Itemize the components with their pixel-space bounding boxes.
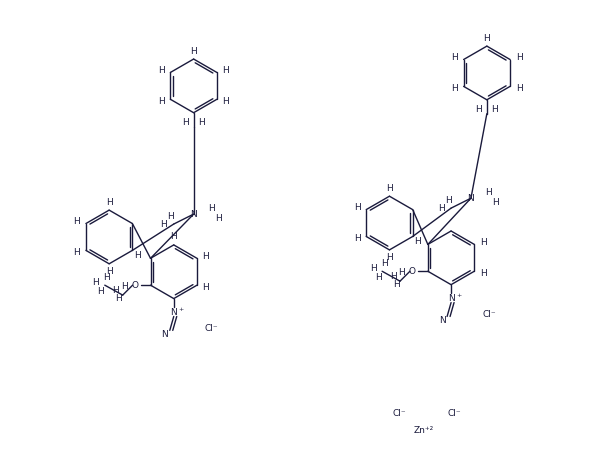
Text: H: H bbox=[203, 283, 209, 292]
Text: +: + bbox=[456, 293, 461, 298]
Text: H: H bbox=[113, 286, 119, 295]
Text: H: H bbox=[116, 294, 122, 302]
Text: H: H bbox=[203, 252, 209, 261]
Text: H: H bbox=[486, 188, 492, 197]
Text: H: H bbox=[222, 66, 229, 75]
Text: H: H bbox=[437, 204, 445, 213]
Text: H: H bbox=[105, 198, 113, 207]
Text: H: H bbox=[516, 53, 523, 62]
Text: H: H bbox=[134, 251, 141, 260]
Text: H: H bbox=[103, 273, 110, 282]
Text: H: H bbox=[480, 238, 487, 247]
Text: O: O bbox=[131, 281, 138, 290]
Text: H: H bbox=[215, 213, 222, 223]
Text: H: H bbox=[222, 97, 229, 106]
Text: N: N bbox=[439, 316, 445, 325]
Text: N: N bbox=[170, 308, 177, 317]
Text: +: + bbox=[179, 307, 184, 312]
Text: H: H bbox=[73, 217, 80, 226]
Text: H: H bbox=[122, 282, 128, 291]
Text: Zn⁺²: Zn⁺² bbox=[414, 426, 434, 435]
Text: H: H bbox=[492, 105, 498, 114]
Text: H: H bbox=[370, 264, 377, 273]
Text: H: H bbox=[516, 84, 523, 93]
Text: O: O bbox=[408, 267, 415, 276]
Text: H: H bbox=[451, 53, 458, 62]
Text: H: H bbox=[445, 195, 451, 205]
Text: N: N bbox=[468, 194, 474, 203]
Text: H: H bbox=[97, 287, 104, 296]
Text: H: H bbox=[208, 204, 215, 213]
Text: H: H bbox=[198, 118, 205, 127]
Text: H: H bbox=[354, 203, 361, 212]
Text: H: H bbox=[476, 105, 482, 114]
Text: H: H bbox=[354, 234, 361, 243]
Text: H: H bbox=[158, 66, 165, 75]
Text: H: H bbox=[480, 269, 487, 278]
Text: Cl⁻: Cl⁻ bbox=[393, 409, 406, 419]
Text: H: H bbox=[451, 84, 458, 93]
Text: H: H bbox=[158, 97, 165, 106]
Text: H: H bbox=[483, 34, 491, 43]
Text: H: H bbox=[190, 47, 197, 56]
Text: H: H bbox=[170, 232, 177, 242]
Text: N: N bbox=[162, 330, 168, 339]
Text: H: H bbox=[492, 198, 499, 207]
Text: H: H bbox=[182, 118, 189, 127]
Text: H: H bbox=[399, 268, 405, 277]
Text: N: N bbox=[190, 210, 197, 219]
Text: Cl⁻: Cl⁻ bbox=[482, 310, 496, 319]
Text: H: H bbox=[105, 267, 113, 276]
Text: H: H bbox=[390, 272, 396, 281]
Text: H: H bbox=[92, 278, 99, 287]
Text: H: H bbox=[386, 254, 393, 262]
Text: H: H bbox=[414, 237, 421, 246]
Text: H: H bbox=[167, 212, 174, 220]
Text: H: H bbox=[381, 259, 387, 268]
Text: H: H bbox=[73, 248, 80, 257]
Text: H: H bbox=[375, 273, 381, 282]
Text: H: H bbox=[393, 280, 399, 289]
Text: H: H bbox=[386, 184, 393, 193]
Text: N: N bbox=[448, 294, 454, 303]
Text: Cl⁻: Cl⁻ bbox=[447, 409, 461, 419]
Text: Cl⁻: Cl⁻ bbox=[204, 324, 218, 333]
Text: H: H bbox=[160, 219, 167, 229]
